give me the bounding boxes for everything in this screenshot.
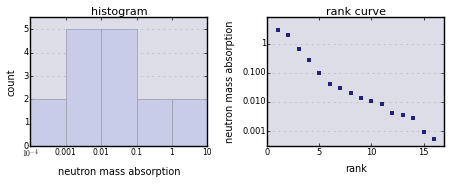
X-axis label: neutron mass absorption: neutron mass absorption (58, 167, 180, 177)
Bar (66, 29, 101, 146)
X-axis label: rank: rank (345, 164, 367, 174)
Title: histogram: histogram (91, 7, 147, 17)
Bar (101, 29, 137, 146)
Bar (137, 99, 172, 146)
Bar (172, 99, 207, 146)
Y-axis label: neutron mass absorption: neutron mass absorption (226, 21, 235, 143)
Title: rank curve: rank curve (326, 7, 386, 17)
Y-axis label: count: count (7, 68, 17, 96)
Bar (30, 99, 66, 146)
